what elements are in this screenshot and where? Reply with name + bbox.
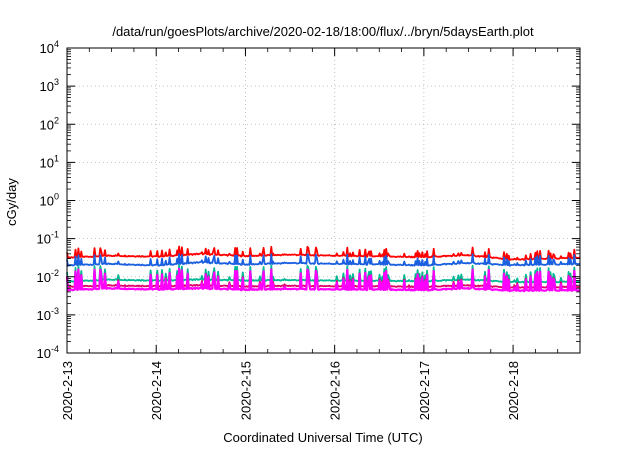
y-tick-label: 10-4: [37, 344, 59, 361]
y-tick-label: 104: [40, 39, 59, 56]
x-tick-label: 2020-2-14: [149, 361, 164, 420]
y-axis-label: cGy/day: [4, 178, 19, 226]
series-group: [65, 245, 581, 293]
x-tick-label: 2020-2-13: [60, 361, 75, 420]
y-axis: 10-4 10-3 10-2 10-1 100 101 102 103 104: [37, 39, 580, 361]
series-line: [66, 245, 580, 261]
series-line: [66, 253, 580, 267]
y-tick-label: 10-3: [37, 306, 59, 323]
y-tick-label: 100: [40, 192, 59, 209]
x-axis: 2020-2-13 2020-2-14 2020-2-15 2020-2-16 2020…: [60, 48, 559, 420]
x-tick-label: 2020-2-16: [328, 361, 343, 420]
x-axis-label: Coordinated Universal Time (UTC): [223, 430, 422, 445]
y-tick-label: 103: [40, 77, 59, 94]
chart-title: /data/run/goesPlots/archive/2020-02-18/1…: [112, 24, 534, 39]
series-line: [65, 267, 581, 293]
x-tick-label: 2020-2-17: [417, 361, 432, 420]
y-tick-label: 10-2: [37, 268, 59, 285]
series-line: [66, 264, 581, 284]
x-tick-label: 2020-2-18: [506, 361, 521, 420]
y-tick-label: 101: [40, 153, 59, 170]
y-tick-label: 10-1: [37, 230, 59, 247]
x-tick-label: 2020-2-15: [238, 361, 253, 420]
grid: [67, 48, 580, 353]
y-tick-label: 102: [40, 115, 59, 132]
